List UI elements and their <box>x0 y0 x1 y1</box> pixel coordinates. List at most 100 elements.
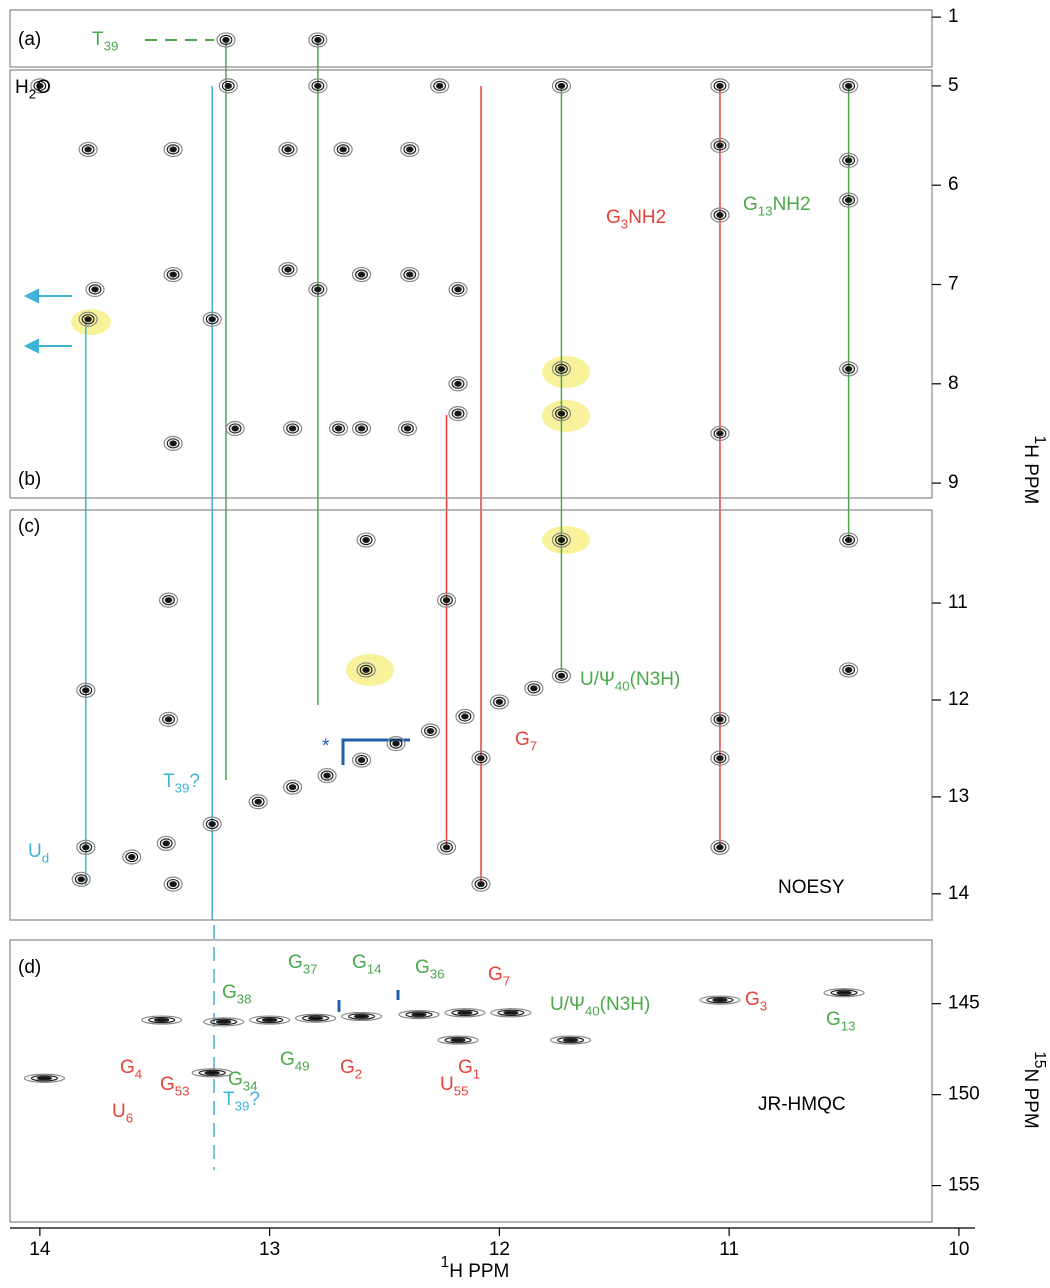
contour <box>420 723 441 739</box>
label: G53 <box>160 1074 190 1098</box>
label-sub: 2 <box>355 1066 362 1081</box>
contour <box>30 1075 59 1082</box>
panel-frame <box>9 509 933 921</box>
label-sup: 1 <box>1031 436 1048 445</box>
label-sub: 6 <box>126 1110 133 1125</box>
peak <box>283 779 303 795</box>
contour <box>839 662 859 678</box>
contour <box>308 32 328 48</box>
label-text: G <box>415 957 430 978</box>
y-tick-label: 7 <box>948 274 959 295</box>
label: U/Ψ40(N3H) <box>580 669 680 693</box>
contour <box>844 666 853 673</box>
label-sub: 39 <box>104 38 119 53</box>
contour <box>166 438 180 449</box>
y-tick-label: 12 <box>948 689 969 710</box>
contour <box>148 1016 176 1024</box>
contour <box>551 361 572 377</box>
contour <box>436 839 457 855</box>
peak <box>191 1068 233 1078</box>
contour <box>164 597 173 604</box>
label-sub: 1 <box>473 1066 480 1081</box>
label-text: H PPM <box>1020 444 1041 504</box>
contour <box>288 425 297 432</box>
peak <box>203 1017 245 1027</box>
contour <box>400 141 420 158</box>
contour <box>76 839 96 855</box>
contour <box>23 1073 66 1083</box>
label: U55 <box>440 1074 469 1098</box>
contour <box>397 420 418 437</box>
contour <box>141 1015 183 1025</box>
highlight <box>346 654 394 686</box>
contour <box>204 1070 220 1075</box>
label: G36 <box>415 957 445 981</box>
y-tick-label: 13 <box>948 786 969 807</box>
peak <box>471 876 491 892</box>
contour <box>36 82 44 89</box>
y-tick-label: 11 <box>948 592 968 613</box>
arrowhead <box>23 288 39 304</box>
contour <box>254 798 262 805</box>
contour <box>551 78 572 94</box>
contour <box>435 82 444 89</box>
contour <box>81 144 95 155</box>
y-tick-label: 5 <box>948 75 959 96</box>
contour <box>248 794 268 810</box>
contour <box>216 1019 232 1024</box>
contour <box>440 594 453 606</box>
contour <box>563 1038 579 1043</box>
peak <box>710 750 730 766</box>
contour <box>88 284 102 295</box>
contour <box>716 716 724 723</box>
contour <box>91 286 99 293</box>
contour <box>471 876 491 892</box>
label-sub: 7 <box>503 973 510 988</box>
label: G49 <box>280 1049 310 1073</box>
panel-label: (a) <box>18 29 41 50</box>
label-tail: (N3H) <box>630 669 681 690</box>
contour <box>281 264 295 275</box>
contour <box>308 281 328 298</box>
label: T39? <box>163 771 200 795</box>
contour <box>461 713 469 720</box>
contour <box>334 425 343 432</box>
contour <box>713 842 727 853</box>
contour <box>278 262 298 278</box>
contour <box>424 725 437 737</box>
contour <box>839 78 859 94</box>
label: G3NH2 <box>606 207 666 231</box>
contour <box>356 532 376 548</box>
contour <box>355 754 368 766</box>
contour <box>224 82 233 89</box>
contour <box>311 80 325 92</box>
label-text: U <box>28 841 42 862</box>
panel-label: (b) <box>18 469 41 490</box>
contour <box>357 757 366 764</box>
peak <box>437 1035 479 1045</box>
peak <box>448 405 468 422</box>
contour <box>489 694 509 710</box>
label-tail: NH2 <box>773 194 811 215</box>
label-text: G <box>280 1049 295 1070</box>
peak <box>351 420 372 437</box>
contour <box>202 311 222 327</box>
y-tick-label: 6 <box>948 174 959 195</box>
contour <box>839 192 859 208</box>
panel-frame <box>9 9 933 68</box>
peak <box>216 32 236 48</box>
contour <box>557 536 566 544</box>
contour <box>357 425 366 432</box>
contour <box>228 423 242 434</box>
contour <box>158 711 179 727</box>
y-tick-label: 9 <box>948 472 959 493</box>
contour <box>524 680 544 696</box>
contour <box>433 80 447 92</box>
peak <box>551 78 572 94</box>
contour <box>716 430 724 437</box>
contour <box>490 1008 532 1018</box>
label-text: G <box>352 952 367 973</box>
contour <box>713 209 727 221</box>
peak <box>225 420 245 437</box>
peak <box>85 281 105 298</box>
